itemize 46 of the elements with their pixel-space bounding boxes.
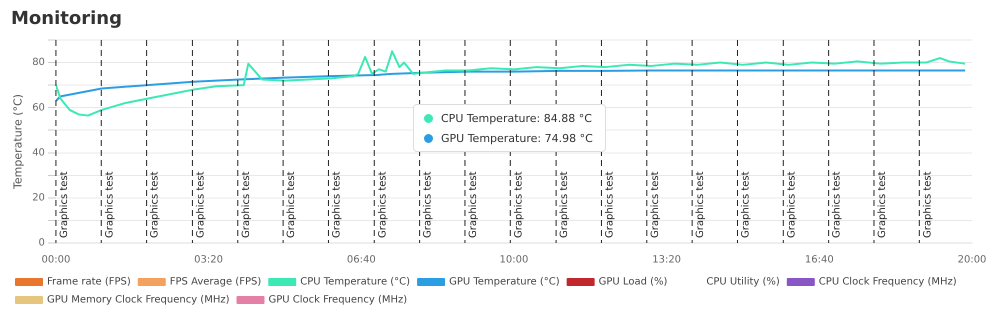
ref-line-label: Graphics test: [922, 171, 934, 238]
ref-line-label: Graphics test: [58, 171, 70, 238]
x-tick-label: 00:00: [42, 254, 70, 266]
ref-line-label: Graphics test: [604, 171, 616, 238]
y-tick-label: 0: [38, 238, 45, 249]
legend-label: Frame rate (FPS): [47, 276, 131, 288]
ref-line-label: Graphics test: [286, 171, 298, 238]
legend-label: GPU Load (%): [598, 276, 668, 288]
legend-label: GPU Memory Clock Frequency (MHz): [47, 294, 230, 306]
y-tick-label: 80: [32, 57, 45, 68]
legend-label: CPU Temperature (°C): [300, 276, 410, 288]
y-tick-label: 40: [32, 147, 45, 158]
x-tick-label: 10:00: [500, 254, 528, 266]
ref-line-label: Graphics test: [650, 171, 661, 238]
x-tick-label: 03:20: [194, 254, 224, 266]
legend-label: FPS Average (FPS): [170, 276, 262, 288]
ref-line-label: Graphics test: [104, 171, 116, 238]
ref-line-label: Graphics test: [559, 171, 570, 238]
chart-title: Monitoring: [11, 8, 123, 29]
ref-line-label: Graphics test: [740, 171, 752, 238]
legend-label: GPU Temperature (°C): [449, 276, 560, 288]
ref-line-label: Graphics test: [422, 171, 434, 238]
ref-line-label: Graphics test: [240, 171, 252, 238]
y-axis-title: Temperature (°C): [11, 94, 24, 190]
ref-line-label: Graphics test: [331, 171, 342, 238]
ref-line-label: Graphics test: [150, 171, 161, 238]
ref-line-label: Graphics test: [513, 171, 524, 238]
x-tick-label: 06:40: [346, 254, 376, 266]
ref-line-label: Graphics test: [876, 171, 888, 238]
legend-label: GPU Clock Frequency (MHz): [268, 294, 408, 306]
ref-line-label: Graphics test: [377, 171, 388, 238]
annotation: GPU Temperature: 74.98 °C: [441, 132, 593, 144]
x-tick-label: 20:00: [958, 254, 986, 266]
ref-line-label: Graphics test: [786, 171, 798, 238]
ref-line-label: Graphics test: [468, 171, 479, 238]
text: CPU Utility (%): [706, 276, 780, 288]
y-tick-label: 60: [32, 102, 45, 114]
ref-line-label: Graphics test: [695, 171, 706, 238]
annotation: CPU Temperature: 84.88 °C: [441, 112, 592, 124]
x-tick-label: 16:40: [804, 254, 834, 266]
ref-line-label: Graphics test: [195, 171, 206, 238]
legend-label: CPU Clock Frequency (MHz): [818, 276, 957, 288]
x-tick-label: 13:20: [652, 254, 682, 266]
y-tick-label: 20: [32, 192, 45, 204]
tooltip-box: CPU Temperature: 84.88 °C GPU Temperature: 74.98 °C: [413, 104, 606, 152]
ref-line-label: Graphics test: [832, 171, 843, 238]
